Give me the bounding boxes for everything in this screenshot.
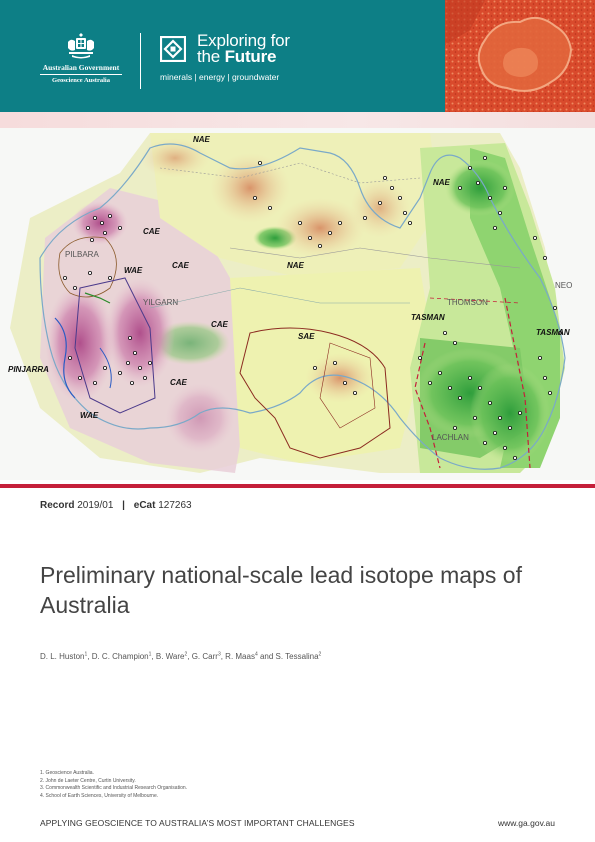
map-label-cae-1: CAE	[143, 227, 160, 236]
author-list: D. L. Huston1, D. C. Champion1, B. Ware2…	[40, 651, 321, 661]
record-info: Record 2019/01 | eCat 127263	[40, 500, 192, 511]
ecat-number: 127263	[158, 500, 192, 511]
program-title-prefix: the	[197, 47, 221, 66]
author: G. Carr3,	[191, 651, 226, 661]
map-label-yilgarn: YILGARN	[143, 298, 179, 307]
author: B. Ware2,	[155, 651, 192, 661]
map-label-nae-2: NAE	[433, 178, 450, 187]
map-label-cae-2: CAE	[172, 261, 189, 270]
map-label-nae-1: NAE	[193, 135, 210, 144]
affiliations: 1. Geoscience Australia. 2. John de Laet…	[40, 770, 187, 800]
program-title: Exploring for the Future	[197, 31, 290, 66]
australia-satellite-image	[445, 0, 595, 112]
map-label-wae-1: WAE	[124, 266, 143, 275]
author: D. C. Champion1,	[91, 651, 156, 661]
author: S. Tessalina2	[275, 651, 322, 661]
map-label-neo: NEO	[555, 281, 573, 290]
map-label-pilbara: PILBARA	[65, 250, 99, 259]
map-label-tasman-2: TASMAN	[536, 328, 570, 337]
australian-government-logo: Australian Government Geoscience Austral…	[38, 30, 124, 90]
footer-url[interactable]: www.ga.gov.au	[497, 818, 555, 828]
map-label-cae-3: CAE	[211, 320, 228, 329]
author: D. L. Huston1,	[40, 651, 92, 661]
agency-name: Geoscience Australia	[52, 77, 110, 84]
map-label-thomson: THOMSON	[447, 298, 488, 307]
record-number: 2019/01	[77, 500, 114, 511]
accent-rule	[0, 484, 595, 488]
lead-isotope-map: NAE NAE NAE CAE CAE CAE CAE WAE WAE SAE …	[0, 128, 595, 480]
program-title-line2: the Future	[197, 47, 290, 66]
affiliation-note: 3. Commonwealth Scientific and Industria…	[40, 785, 188, 791]
exploring-for-the-future-icon	[160, 36, 186, 62]
ecat-label: eCat	[133, 500, 156, 511]
logo-divider	[40, 74, 122, 75]
map-label-tasman-1: TASMAN	[411, 313, 445, 322]
affiliation-note: 1. Geoscience Australia.	[40, 770, 94, 776]
program-tagline: minerals | energy | groundwater	[160, 72, 280, 82]
program-title-line1: Exploring for	[197, 31, 290, 50]
map-graphic	[0, 128, 595, 480]
document-title: Preliminary national-scale lead isotope …	[40, 562, 522, 618]
header-band: Australian Government Geoscience Austral…	[0, 0, 595, 112]
map-label-wae-2: WAE	[80, 411, 99, 420]
map-label-cae-4: CAE	[170, 378, 187, 387]
map-label-sae: SAE	[298, 332, 315, 341]
header-divider	[140, 33, 141, 89]
record-separator: |	[122, 500, 125, 511]
map-label-nae-3: NAE	[287, 261, 304, 270]
map-label-lachlan: LACHLAN	[432, 433, 469, 442]
program-title-bold: Future	[224, 47, 277, 66]
footer-tagline: APPLYING GEOSCIENCE TO AUSTRALIA’S MOST …	[40, 818, 355, 828]
affiliation-note: 4. School of Earth Sciences, University …	[40, 792, 159, 799]
government-title: Australian Government	[42, 63, 120, 72]
map-label-pinjarra: PINJARRA	[8, 365, 49, 374]
decorative-band	[0, 112, 595, 132]
affiliation-note: 2. John de Laeter Centre, Curtin Univers…	[40, 777, 136, 784]
coat-of-arms-icon	[68, 33, 94, 59]
record-label: Record	[40, 500, 75, 511]
author: R. Maas4 and	[225, 651, 276, 661]
